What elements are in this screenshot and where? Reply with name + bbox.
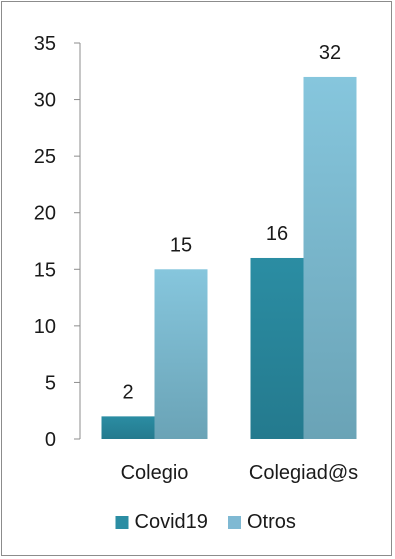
axes: 0 5 10 15 20 25 30 35 Colegio Colegiad@s [34,33,358,484]
bar-covid19-1 [250,257,304,439]
y-tick-label: 5 [45,372,56,394]
data-labels: 2 15 16 32 [122,42,341,403]
y-tick-label: 35 [34,33,56,55]
y-tick-label: 30 [34,90,56,112]
y-tick-label: 25 [34,146,56,168]
y-tick-label: 0 [45,429,56,451]
data-label: 16 [266,223,288,245]
y-tick-label: 20 [34,203,56,225]
x-category-label: Colegio [121,462,189,484]
bar-otros-0 [154,269,208,439]
y-tick-label: 10 [34,316,56,338]
bar-covid19-0 [101,416,155,439]
legend: Covid19 Otros [115,511,296,533]
legend-label-otros: Otros [247,511,296,533]
x-category-label: Colegiad@s [249,462,358,484]
data-label: 15 [170,234,192,256]
data-label: 2 [122,381,133,403]
legend-swatch-covid19 [115,516,129,529]
data-label: 32 [319,42,341,64]
legend-label-covid19: Covid19 [135,511,208,533]
bar-otros-1 [303,76,357,439]
y-tick-label: 15 [34,259,56,281]
bars [101,76,357,439]
legend-swatch-otros [228,516,241,529]
